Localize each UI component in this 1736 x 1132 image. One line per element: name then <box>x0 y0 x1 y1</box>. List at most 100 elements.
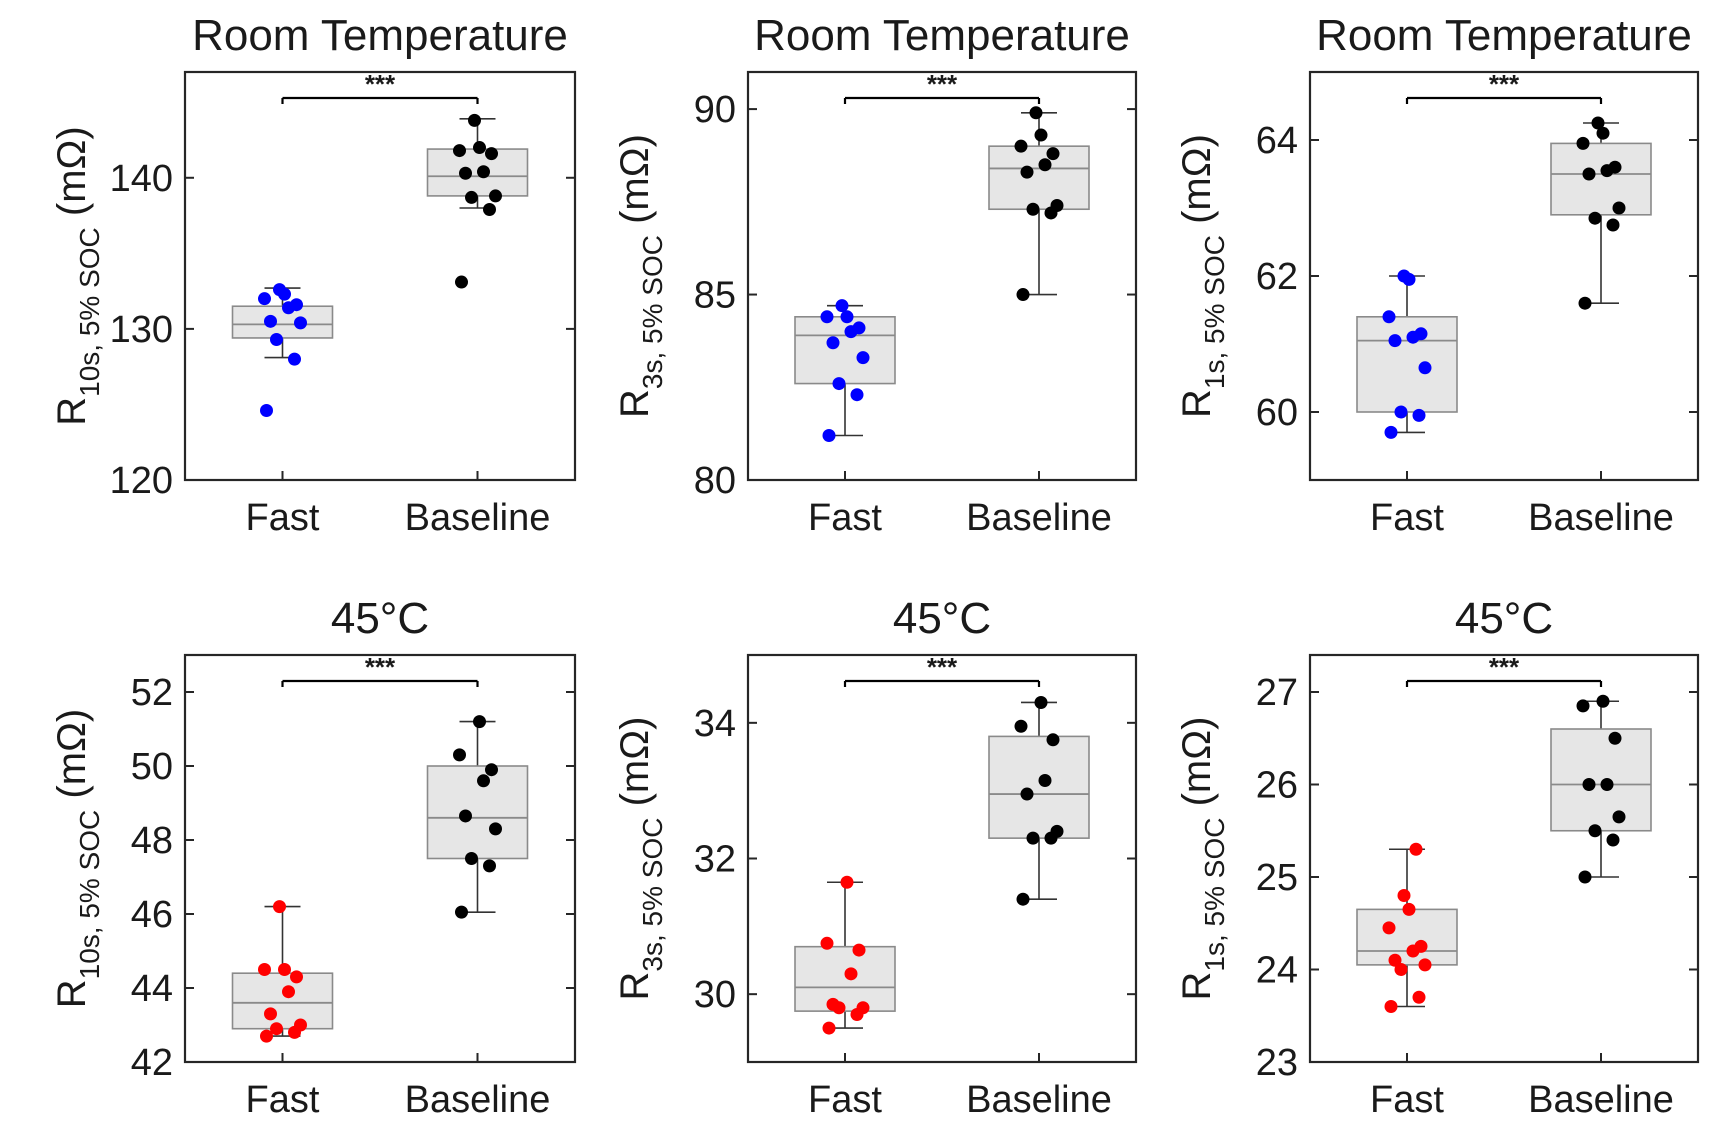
data-point <box>264 314 277 328</box>
data-point <box>473 715 486 729</box>
data-point <box>852 321 866 335</box>
data-point <box>1596 126 1610 140</box>
x-tick-label: Baseline <box>966 1079 1112 1121</box>
data-point <box>1576 136 1590 150</box>
data-point <box>288 352 301 366</box>
data-point <box>1612 201 1626 215</box>
data-point <box>820 310 834 324</box>
data-point <box>840 310 854 324</box>
x-tick-label: Fast <box>246 1079 320 1121</box>
y-tick-label: 30 <box>694 974 736 1016</box>
data-point <box>483 203 496 217</box>
data-point <box>1388 953 1402 967</box>
data-point <box>1591 116 1605 130</box>
data-point <box>1596 694 1610 708</box>
data-point <box>1588 211 1602 225</box>
data-point <box>273 283 286 297</box>
chart-panel: 42 44 46 48 50 52 Fast Baseline 45°C R10s, 5% SOC… <box>50 594 577 1121</box>
data-point <box>453 144 466 158</box>
data-point <box>1034 128 1048 142</box>
box-iqr <box>794 945 896 1012</box>
x-tick-label: Baseline <box>405 497 551 539</box>
data-point <box>468 113 481 127</box>
data-point <box>1578 296 1592 310</box>
significance-label: *** <box>927 652 958 682</box>
panel-title: 45°C <box>331 594 429 643</box>
data-point <box>1382 921 1396 935</box>
box-iqr <box>1550 728 1652 832</box>
y-tick-label: 44 <box>131 968 173 1010</box>
data-point <box>489 822 502 836</box>
data-point <box>270 1022 283 1036</box>
data-point <box>1397 269 1411 283</box>
panel-title: 45°C <box>893 594 991 643</box>
data-point <box>1600 778 1614 791</box>
x-tick-label: Baseline <box>405 1079 551 1121</box>
box-iqr <box>1356 315 1458 413</box>
data-point <box>1388 334 1402 348</box>
data-point <box>1016 288 1030 302</box>
data-point <box>264 1007 277 1021</box>
data-point <box>822 1021 836 1035</box>
data-point <box>455 275 468 289</box>
data-point <box>822 428 836 442</box>
data-point <box>258 292 271 306</box>
data-point <box>465 852 478 865</box>
data-point <box>282 985 295 999</box>
data-point <box>1050 824 1064 838</box>
y-tick-label: 62 <box>1256 256 1298 298</box>
y-tick-label: 120 <box>110 460 173 502</box>
data-point <box>856 1001 870 1015</box>
data-point <box>1038 158 1052 172</box>
data-point <box>477 165 490 179</box>
data-point <box>290 970 303 984</box>
data-point <box>1418 361 1432 375</box>
y-tick-label: 24 <box>1256 950 1298 992</box>
x-tick-label: Baseline <box>1528 497 1674 539</box>
y-tick-label: 25 <box>1256 857 1298 899</box>
y-tick-label: 26 <box>1256 765 1298 807</box>
data-point <box>459 166 472 180</box>
chart-panel: 23 24 25 26 27 Fast Baseline 45°C R1s, 5% SOC (m… <box>1175 594 1700 1121</box>
y-tick-label: 46 <box>131 894 173 936</box>
data-point <box>1038 773 1052 787</box>
x-tick-label: Fast <box>246 497 320 539</box>
data-point <box>1606 833 1620 847</box>
data-point <box>1414 939 1428 953</box>
data-point <box>844 967 858 981</box>
y-axis-label: R10s, 5% SOC (mΩ) <box>50 709 105 1009</box>
data-point <box>485 147 498 161</box>
data-point <box>483 859 496 873</box>
y-tick-label: 27 <box>1256 672 1298 714</box>
data-point <box>290 298 303 312</box>
box-iqr <box>1356 908 1458 966</box>
data-point <box>258 963 271 976</box>
data-point <box>1014 719 1028 733</box>
y-tick-label: 48 <box>131 820 173 862</box>
data-point <box>1046 147 1060 161</box>
data-point <box>477 774 490 788</box>
data-point <box>485 763 498 777</box>
data-point <box>294 316 307 330</box>
y-tick-label: 130 <box>110 309 173 351</box>
axes-frame <box>183 70 577 482</box>
x-tick-label: Fast <box>1370 1079 1444 1121</box>
box-iqr <box>1550 142 1652 216</box>
data-point <box>826 336 840 350</box>
significance-label: *** <box>927 69 958 99</box>
box-iqr <box>794 315 896 385</box>
significance-label: *** <box>365 69 396 99</box>
y-axis-label: R3s, 5% SOC (mΩ) <box>613 717 668 1001</box>
y-tick-label: 42 <box>131 1042 173 1084</box>
data-point <box>1582 167 1596 181</box>
data-point <box>459 809 472 823</box>
y-tick-label: 80 <box>694 460 736 502</box>
data-point <box>1046 733 1060 747</box>
panel-title: Room Temperature <box>754 11 1130 60</box>
y-axis-label: R3s, 5% SOC (mΩ) <box>613 134 668 418</box>
data-point <box>455 905 468 919</box>
panel-title: Room Temperature <box>192 11 568 60</box>
y-axis-label: R1s, 5% SOC (mΩ) <box>1175 134 1230 418</box>
data-point <box>273 900 286 914</box>
data-point <box>1612 810 1626 824</box>
